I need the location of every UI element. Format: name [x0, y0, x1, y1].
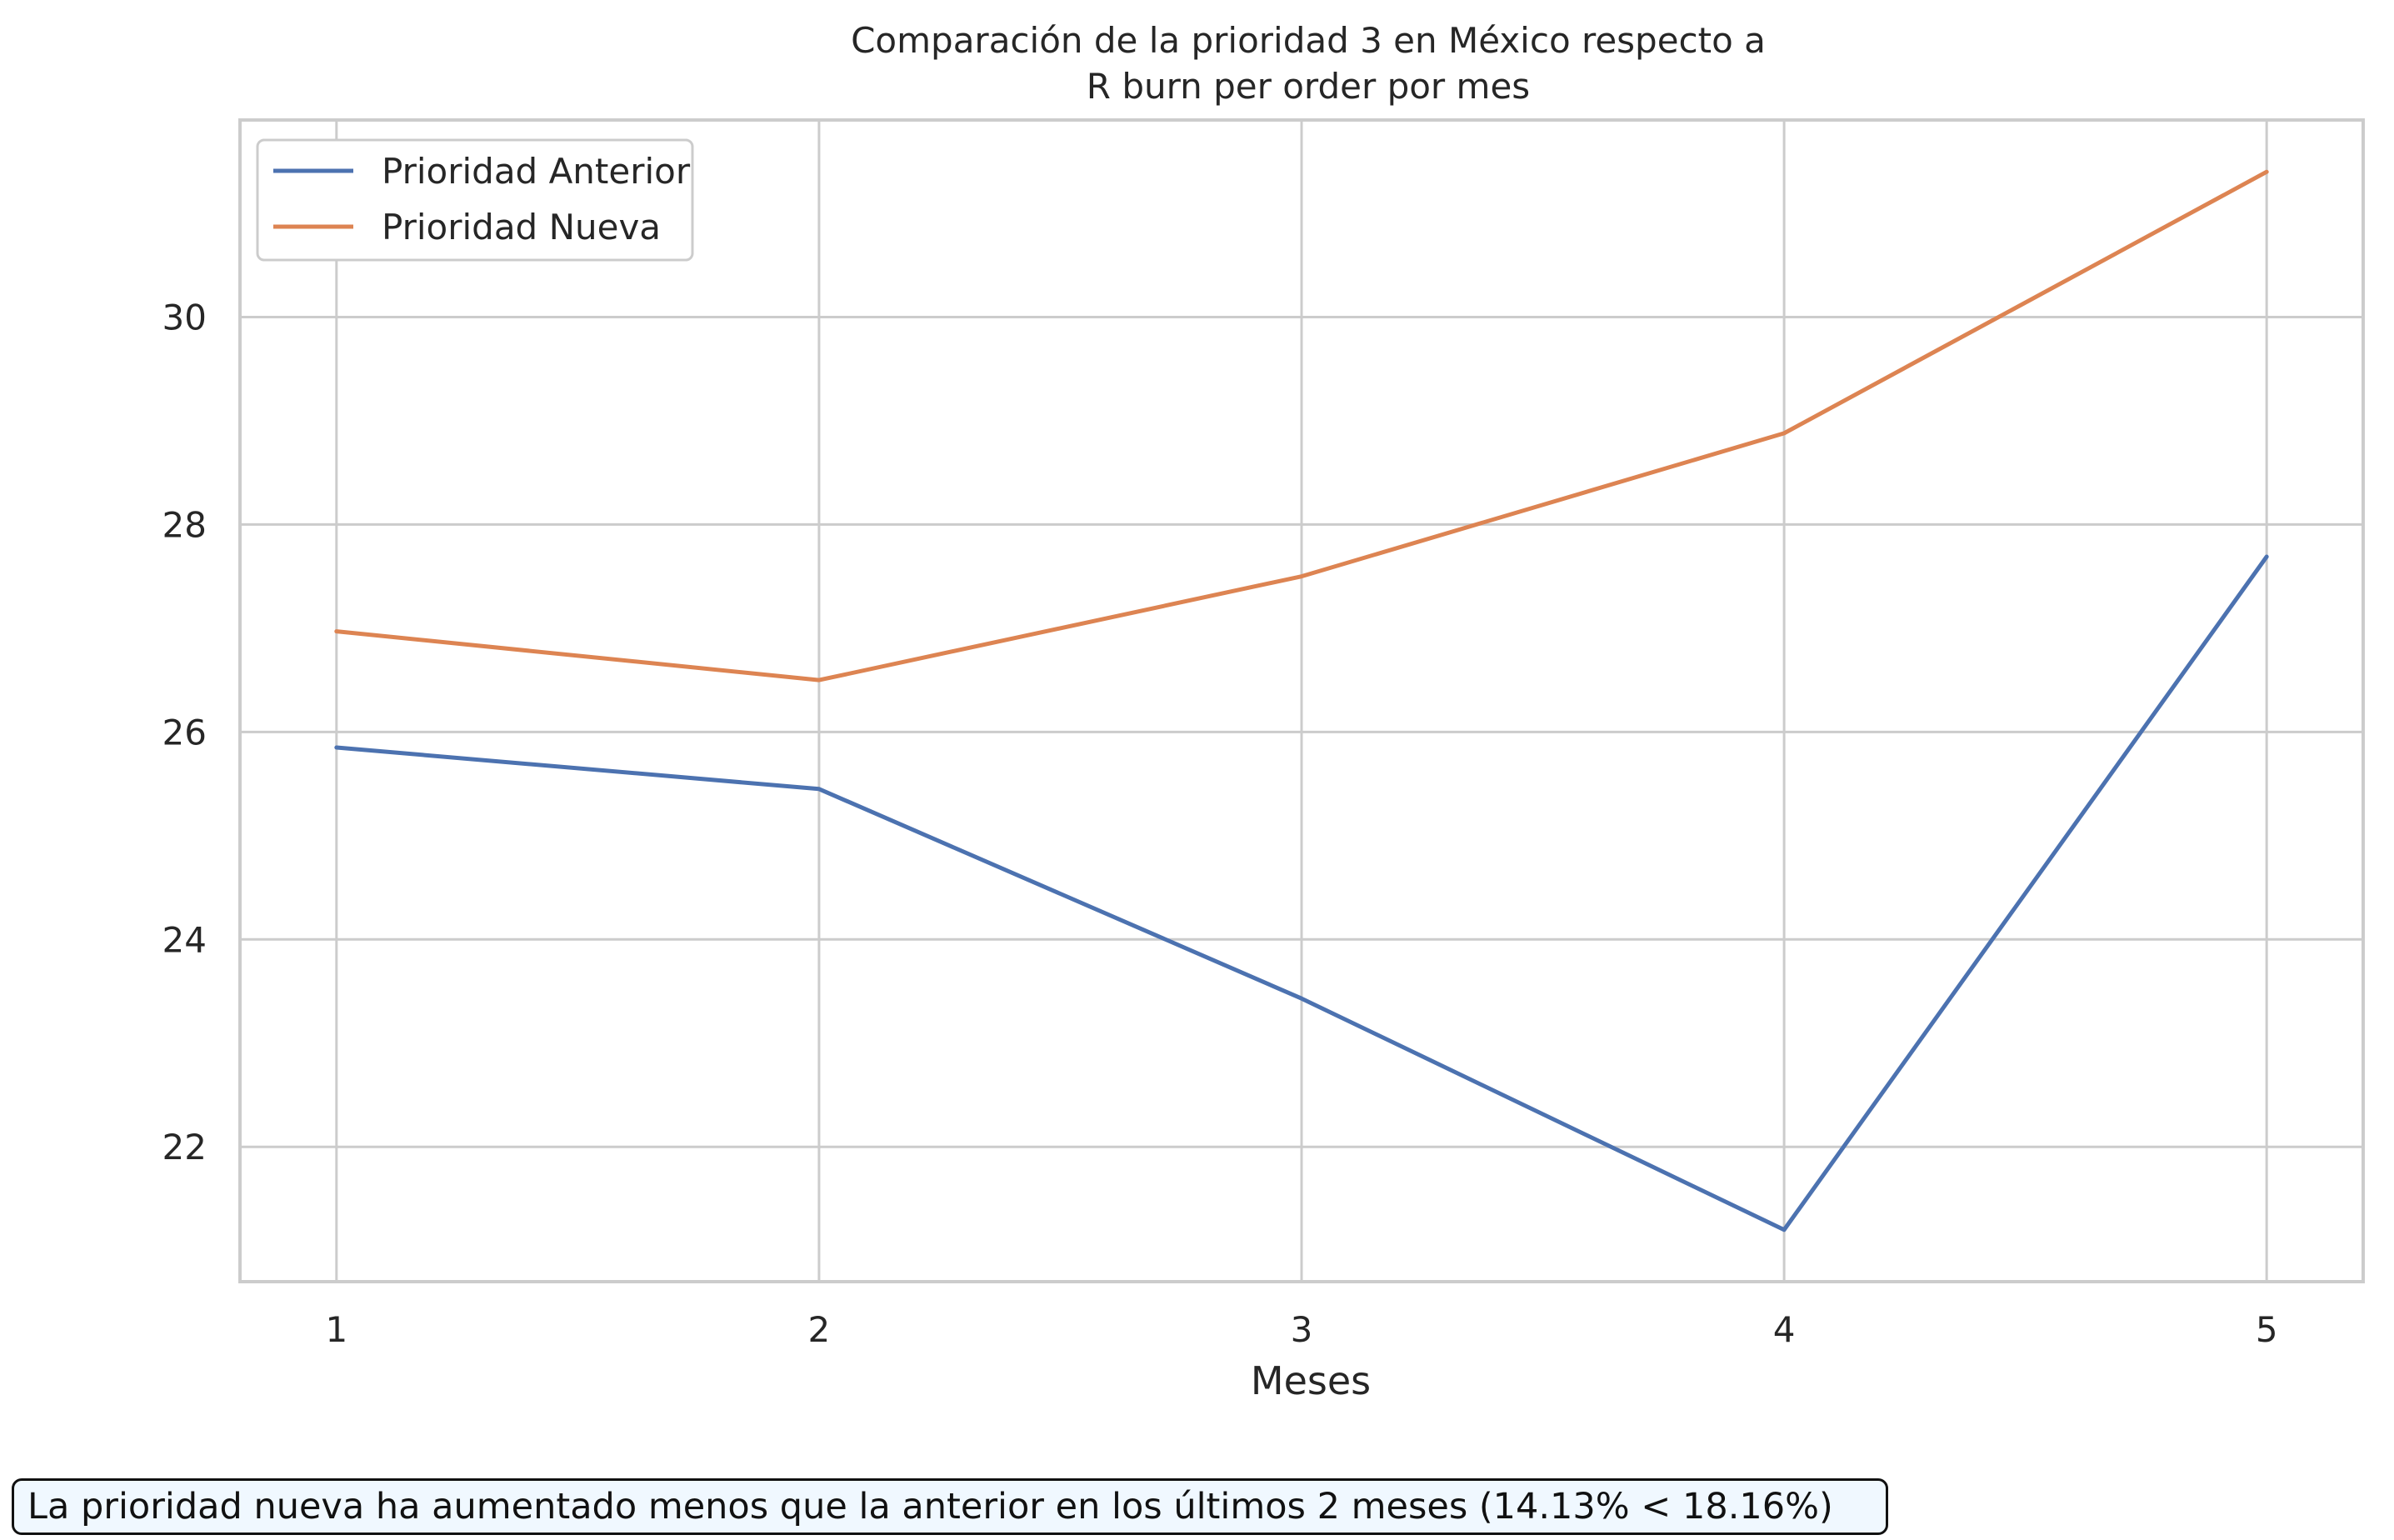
x-tick-label: 1	[325, 1309, 347, 1350]
grid	[240, 120, 2363, 1282]
legend: Prioridad Anterior Prioridad Nueva	[256, 138, 694, 262]
annotation-text: La prioridad nueva ha aumentado menos qu…	[27, 1486, 1833, 1528]
x-tick-label: 5	[2256, 1309, 2278, 1350]
x-tick-label: 3	[1291, 1309, 1313, 1350]
series-line-prioridad-anterior	[334, 554, 2269, 1232]
annotation-box: La prioridad nueva ha aumentado menos qu…	[12, 1478, 1888, 1535]
chart-title-line-2: R burn per order por mes	[1087, 66, 1530, 107]
chart-title-line-1: Comparación de la prioridad 3 en México …	[851, 20, 1766, 61]
series-line-prioridad-nueva	[334, 169, 2269, 682]
y-tick-label: 30	[162, 297, 207, 338]
x-tick-label: 4	[1773, 1309, 1796, 1350]
y-tick-label: 26	[162, 712, 207, 752]
legend-label: Prioridad Anterior	[382, 151, 691, 192]
legend-label: Prioridad Nueva	[382, 207, 661, 248]
y-tick-label: 24	[162, 919, 207, 960]
x-axis-label: Meses	[1251, 1358, 1371, 1403]
x-tick-labels: 1 2 3 4 5	[325, 1309, 2277, 1350]
y-tick-label: 28	[162, 504, 207, 545]
chart-title: Comparación de la prioridad 3 en México …	[851, 20, 1766, 107]
plot-frame	[238, 118, 2365, 1283]
y-tick-labels: 22 24 26 28 30	[162, 297, 207, 1168]
y-tick-label: 22	[162, 1127, 207, 1168]
series-lines	[334, 169, 2269, 1232]
legend-box	[256, 138, 694, 262]
x-tick-label: 2	[808, 1309, 831, 1350]
